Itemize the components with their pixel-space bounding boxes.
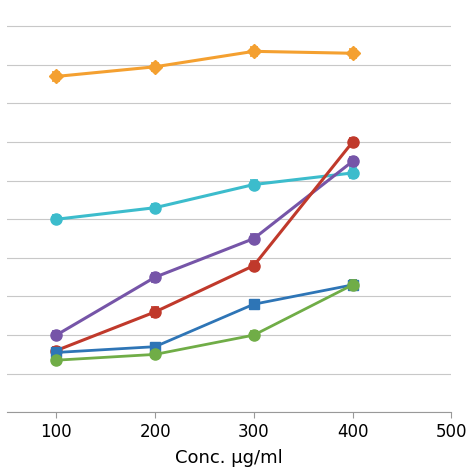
X-axis label: Conc. μg/ml: Conc. μg/ml xyxy=(175,449,283,467)
